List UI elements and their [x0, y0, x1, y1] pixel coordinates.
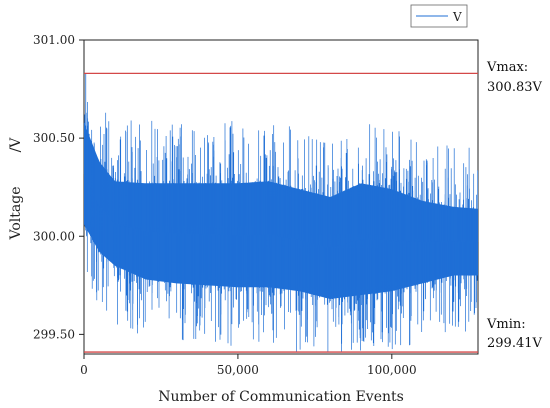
- series-v-spikes: [83, 73, 479, 352]
- y-tick-label: 300.50: [33, 131, 75, 145]
- vmax-label-title: Vmax:: [486, 60, 528, 75]
- reference-lines: [84, 72, 478, 353]
- vmin-label-value: 299.41V: [487, 336, 542, 351]
- y-axis-title: Voltage: [8, 187, 24, 241]
- x-axis-title: Number of Communication Events: [158, 389, 404, 405]
- series-layer: [83, 73, 479, 352]
- y-tick-label: 299.50: [33, 327, 75, 341]
- vmax-label-value: 300.83V: [487, 80, 542, 95]
- legend-label-v: V: [452, 10, 462, 24]
- legend: V: [410, 4, 468, 28]
- y-tick-label: 301.00: [33, 33, 75, 47]
- vmin-label-title: Vmin:: [486, 317, 526, 332]
- x-tick-label: 0: [80, 363, 88, 377]
- x-tick-label: 100,000: [367, 363, 417, 377]
- axis-ticks: 299.50 300.00 300.50 301.00 0 50,000 100,000: [33, 33, 417, 377]
- y-tick-label: 300.00: [33, 229, 75, 243]
- y-axis-unit: /V: [8, 137, 24, 153]
- x-tick-label: 50,000: [217, 363, 259, 377]
